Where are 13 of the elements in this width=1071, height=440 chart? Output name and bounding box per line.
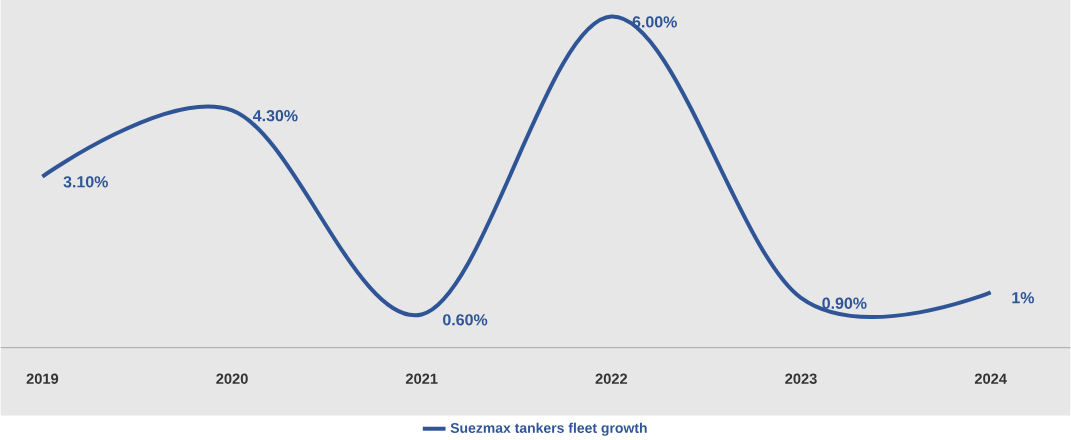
x-tick-label: 2021 [405,373,438,384]
legend-label: Suezmax tankers fleet growth [450,422,647,436]
x-tick-label: 2022 [595,373,628,384]
data-label: 3.10% [63,176,108,188]
data-label: 4.30% [253,109,298,122]
data-label: 0.60% [443,314,488,326]
data-label: 1% [1012,292,1035,304]
x-tick-label: 2019 [26,373,59,384]
x-tick-label: 2024 [974,373,1007,384]
data-label: 0.90% [822,297,867,309]
x-tick-label: 2020 [216,373,248,384]
x-tick-label: 2023 [785,373,817,384]
data-label: 6.00% [632,16,677,28]
